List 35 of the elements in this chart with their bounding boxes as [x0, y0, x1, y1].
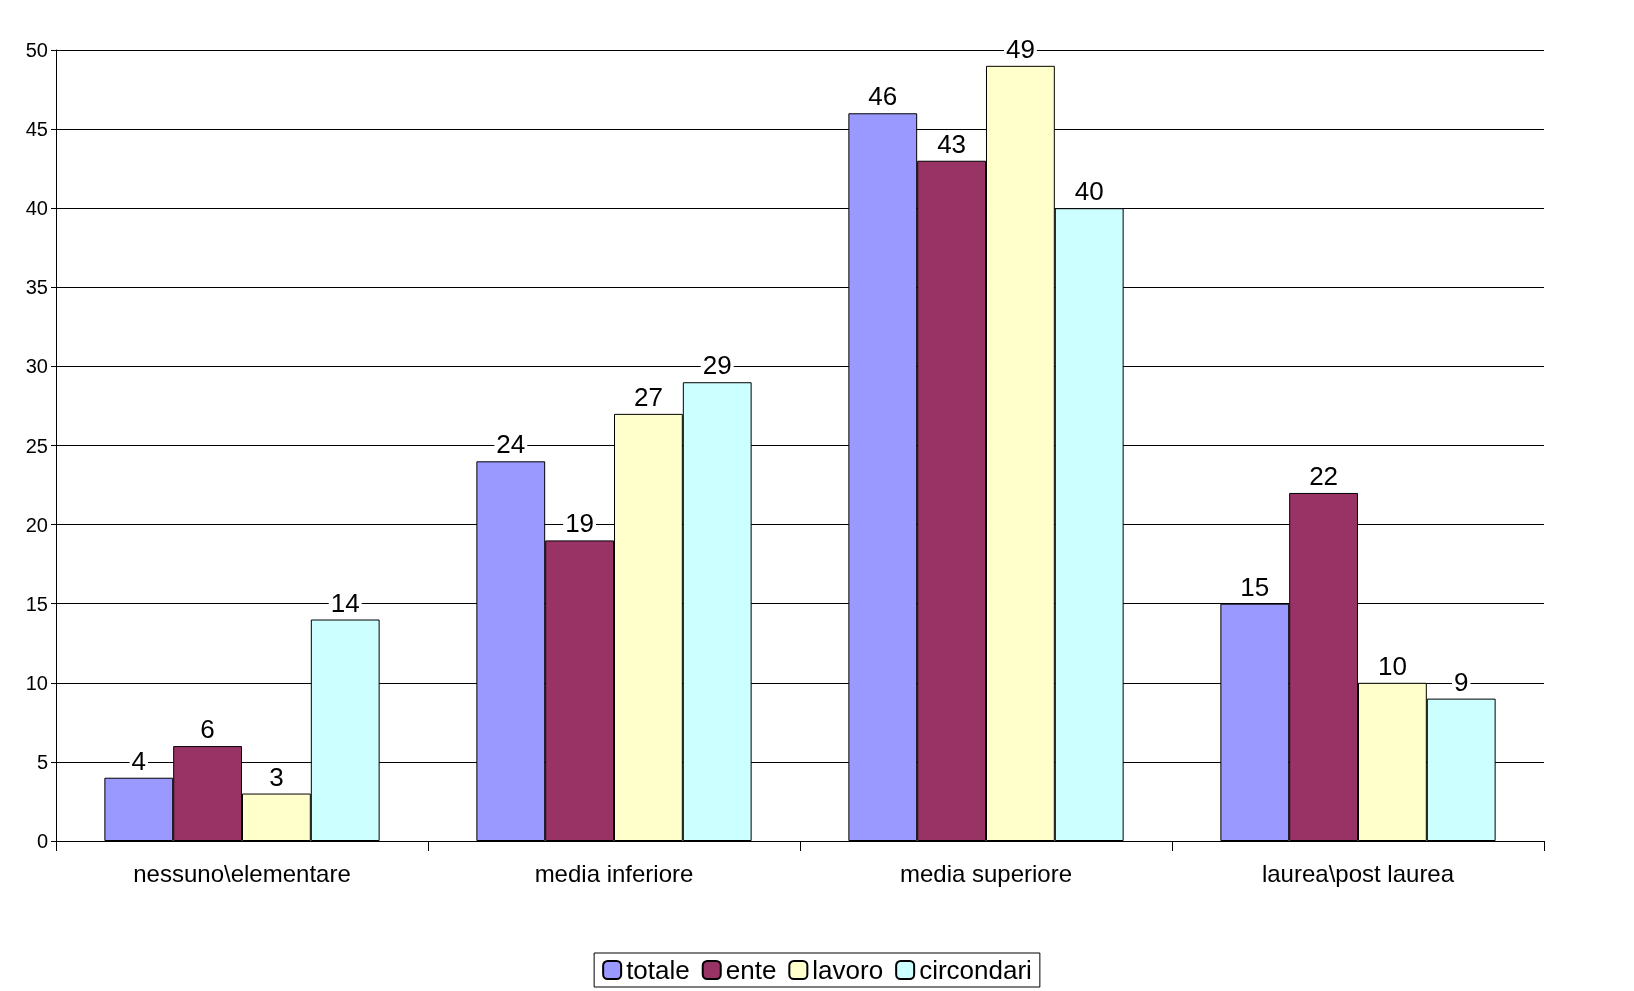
legend-label: totale [626, 955, 690, 985]
y-tick-label: 40 [25, 197, 48, 220]
y-tick-label: 5 [36, 750, 48, 773]
data-label: 24 [496, 429, 526, 460]
legend-label: lavoro [812, 955, 884, 985]
y-tick-label: 25 [25, 434, 48, 457]
data-label: 4 [131, 745, 146, 776]
data-label: 27 [633, 381, 663, 412]
legend-label: ente [725, 955, 777, 985]
y-tick-label: 10 [25, 671, 48, 694]
legend-label: circondari [919, 955, 1032, 985]
data-label: 6 [200, 714, 215, 745]
data-label: 22 [1309, 460, 1339, 491]
data-label: 29 [702, 350, 732, 381]
y-tick-label: 50 [25, 39, 48, 61]
data-label: 10 [1377, 650, 1407, 681]
data-label: 9 [1454, 666, 1469, 697]
y-tick-label: 30 [25, 355, 48, 378]
x-tick-label: media superiore [899, 859, 1073, 887]
y-tick-label: 15 [25, 592, 48, 615]
data-label: 19 [565, 508, 595, 539]
x-tick-label: media inferiore [534, 859, 694, 887]
y-tick-label: 35 [25, 276, 48, 299]
data-label: 3 [269, 761, 284, 792]
data-label: 43 [937, 128, 967, 159]
data-label: 15 [1240, 571, 1270, 602]
data-label: 46 [868, 81, 898, 112]
y-tick-label: 45 [25, 118, 48, 141]
x-tick-label: laurea\post laurea [1261, 859, 1455, 887]
y-tick-label: 0 [36, 830, 48, 852]
data-label: 40 [1074, 176, 1104, 207]
data-label: 49 [1005, 33, 1035, 64]
data-label: 14 [330, 587, 360, 618]
y-tick-label: 20 [25, 513, 48, 536]
x-tick-label: nessuno\elementare [133, 859, 351, 887]
